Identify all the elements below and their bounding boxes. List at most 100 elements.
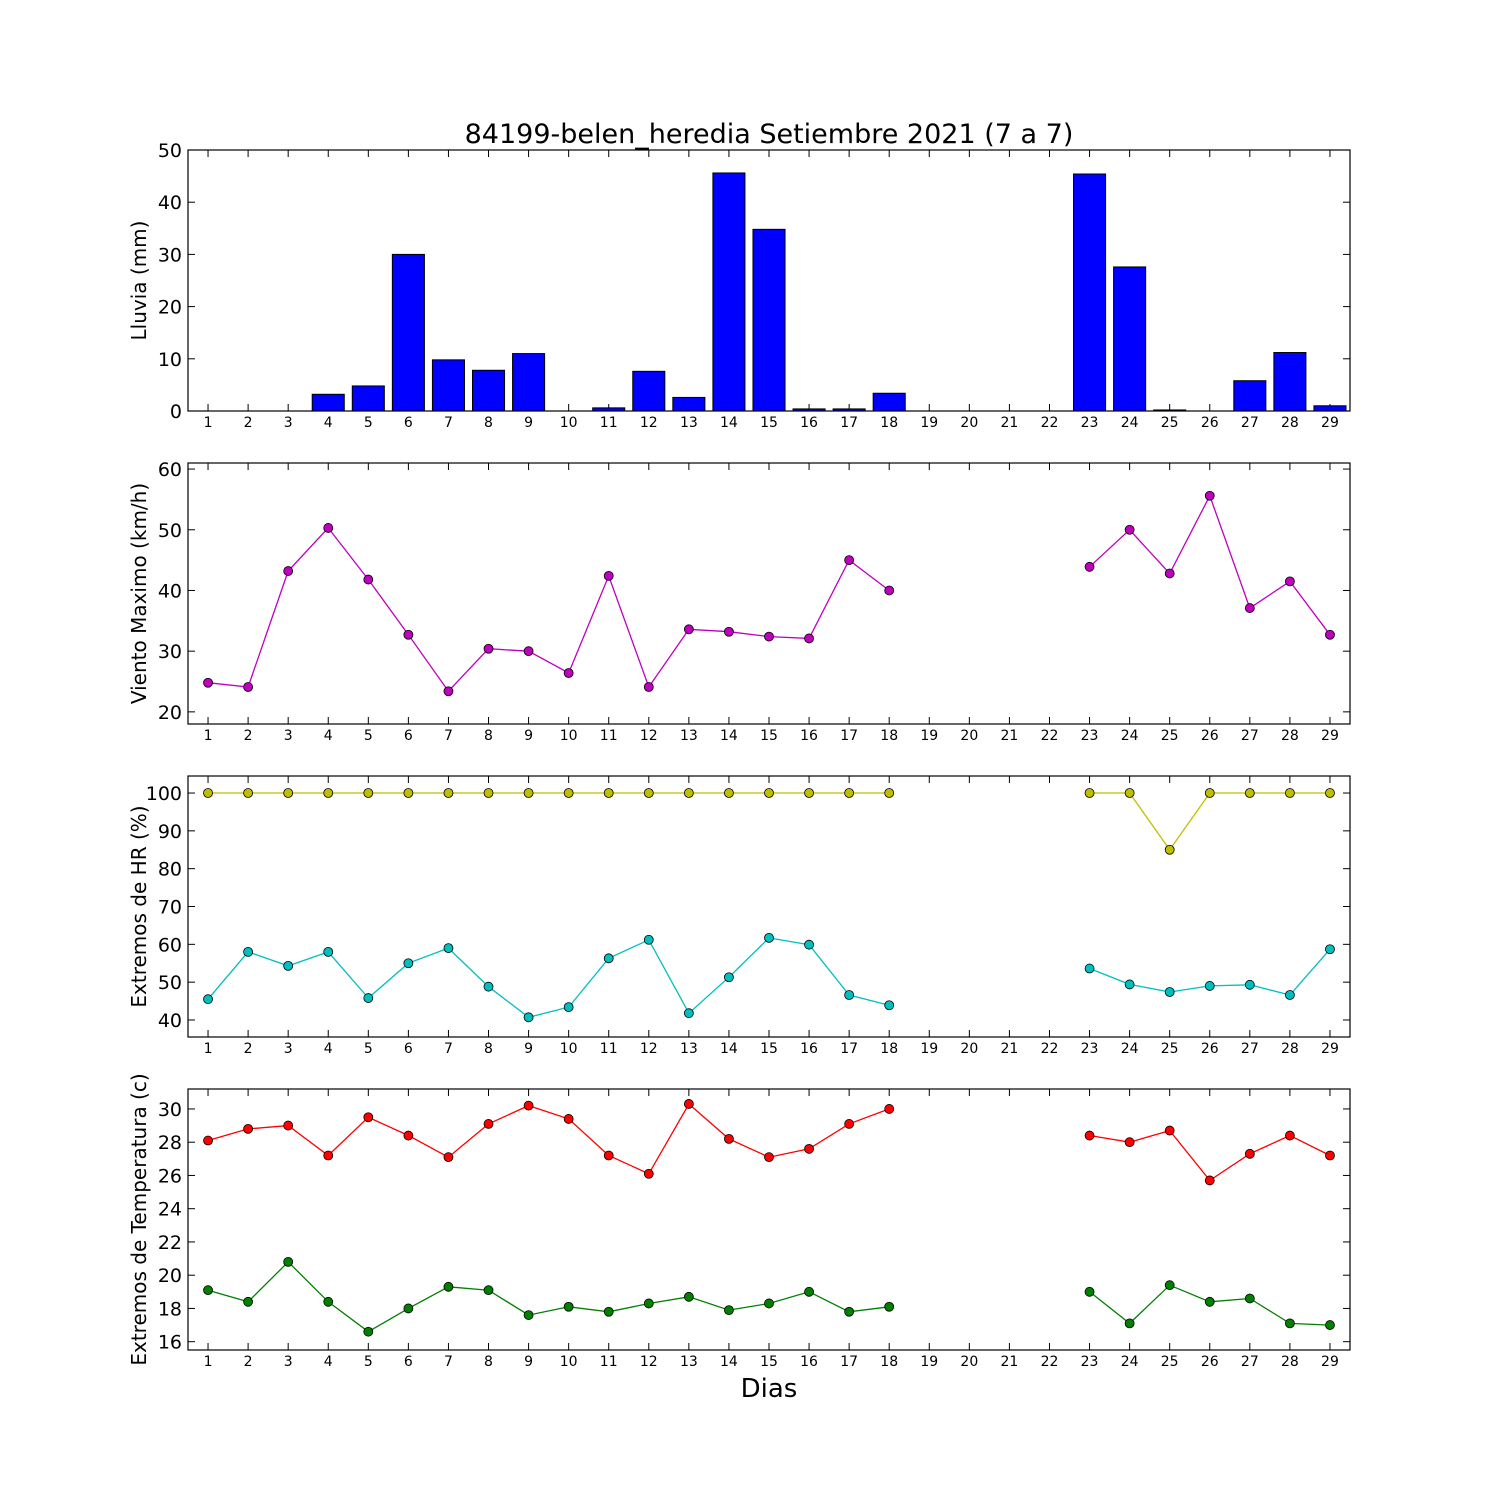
- rain-bar: [351, 385, 385, 412]
- rain-bar: [1233, 380, 1267, 412]
- temperature-series-1-point: [203, 1135, 213, 1146]
- rain-bar: [632, 370, 666, 412]
- wind-series-1-point: [1164, 568, 1175, 579]
- rain-xtick-label: 29: [1321, 415, 1339, 431]
- humidity-series-1-point: [884, 788, 895, 798]
- temperature-series-1-point: [483, 1119, 494, 1129]
- temperature-xtick-label: 18: [880, 1354, 898, 1370]
- wind-ytick-label: 40: [158, 580, 182, 602]
- temperature-xtick-label: 23: [1081, 1354, 1099, 1370]
- temperature-ytick-label: 28: [158, 1132, 182, 1154]
- rain-ytick-label: 30: [158, 244, 182, 266]
- temperature-series-2-point: [844, 1306, 855, 1317]
- wind-xtick-label: 2: [244, 728, 253, 744]
- temperature-series-1-point: [683, 1099, 694, 1109]
- humidity-xtick-label: 10: [560, 1041, 578, 1057]
- humidity-xtick-label: 22: [1041, 1041, 1059, 1057]
- wind-series-1-point: [724, 626, 734, 637]
- rain-xtick-label: 13: [680, 415, 698, 431]
- wind-ytick-label: 60: [158, 459, 182, 481]
- humidity-series-1-point: [1284, 788, 1295, 798]
- humidity-xtick-label: 14: [720, 1041, 738, 1057]
- rain-xtick-label: 1: [204, 415, 213, 431]
- temperature-series-2-point: [403, 1303, 414, 1314]
- wind-series-1-line: [207, 526, 890, 693]
- temperature-series-2-point: [203, 1285, 213, 1296]
- humidity-ytick-label: 90: [158, 821, 182, 843]
- temperature-xtick-label: 19: [920, 1354, 938, 1370]
- temperature-series-1-point: [523, 1100, 534, 1111]
- rain-xtick-label: 25: [1161, 415, 1179, 431]
- humidity-series-1-point: [844, 788, 855, 798]
- temperature-series-1-point: [443, 1152, 454, 1163]
- temperature-xtick-label: 27: [1241, 1354, 1259, 1370]
- wind-xtick-label: 3: [284, 728, 293, 744]
- rain-bar: [1113, 266, 1147, 412]
- wind-ytick-label: 20: [158, 702, 182, 724]
- wind-series-1-point: [283, 566, 294, 576]
- wind-xtick-label: 1: [204, 728, 213, 744]
- humidity-xtick-label: 25: [1161, 1041, 1179, 1057]
- rain-ytick-label: 20: [158, 297, 182, 319]
- temperature-xtick-label: 12: [640, 1354, 658, 1370]
- temperature-xtick-label: 29: [1321, 1354, 1339, 1370]
- wind-ytick-label: 50: [158, 520, 182, 542]
- temperature-series-1-point: [363, 1112, 374, 1123]
- rain-bar: [832, 408, 866, 412]
- humidity-series-2-point: [323, 946, 334, 957]
- temperature-xtick-label: 21: [1000, 1354, 1018, 1370]
- wind-series-1-point: [523, 646, 534, 657]
- humidity-series-1-line: [1089, 792, 1330, 851]
- wind-xtick-label: 15: [760, 728, 778, 744]
- rain-bar: [592, 407, 626, 412]
- temperature-series-1-point: [563, 1114, 574, 1124]
- rain-bar: [471, 369, 506, 412]
- rain-bar: [1073, 173, 1107, 412]
- wind-series-1-point: [403, 629, 414, 640]
- temperature-xtick-label: 15: [760, 1354, 778, 1370]
- temperature-plot-frame: [187, 1088, 1351, 1351]
- rain-xtick-label: 5: [364, 415, 373, 431]
- rain-xtick-label: 3: [284, 415, 293, 431]
- wind-xtick-label: 10: [560, 728, 578, 744]
- humidity-xtick-label: 18: [880, 1041, 898, 1057]
- temperature-series-1-point: [603, 1150, 614, 1161]
- wind-series-1-point: [804, 633, 814, 644]
- wind-series-1-point: [243, 682, 254, 692]
- humidity-series-2-point: [563, 1002, 574, 1013]
- humidity-xtick-label: 24: [1121, 1041, 1139, 1057]
- humidity-series-2-point: [1164, 987, 1175, 997]
- wind-series-1-point: [1244, 603, 1255, 613]
- temperature-series-2-point: [603, 1306, 614, 1317]
- wind-xtick-label: 21: [1000, 728, 1018, 744]
- rain-xtick-label: 28: [1281, 415, 1299, 431]
- temperature-series-1-point: [1124, 1137, 1135, 1148]
- temperature-series-1-point: [1164, 1125, 1175, 1136]
- temperature-xtick-label: 28: [1281, 1354, 1299, 1370]
- rain-bar: [792, 408, 826, 412]
- temperature-series-2-point: [1204, 1296, 1215, 1307]
- humidity-xtick-label: 29: [1321, 1041, 1339, 1057]
- wind-series-1-point: [203, 677, 213, 688]
- wind-xtick-label: 20: [960, 728, 978, 744]
- wind-series-1-point: [1204, 490, 1215, 501]
- temperature-xtick-label: 7: [444, 1354, 453, 1370]
- rain-bar: [311, 393, 345, 412]
- humidity-series-1-point: [563, 788, 574, 798]
- humidity-series-1-point: [643, 788, 654, 798]
- wind-series-1-point: [603, 570, 614, 581]
- rain-xtick-label: 26: [1201, 415, 1219, 431]
- humidity-series-2-point: [603, 953, 614, 964]
- wind-series-1-point: [483, 643, 494, 654]
- wind-series-1-point: [764, 631, 774, 642]
- wind-xtick-label: 18: [880, 728, 898, 744]
- wind-xtick-label: 9: [524, 728, 533, 744]
- temperature-xtick-label: 2: [244, 1354, 253, 1370]
- rain-y-axis-label: Lluvia (mm): [127, 221, 151, 341]
- humidity-ytick-label: 40: [158, 1010, 182, 1032]
- humidity-series-1-point: [1204, 788, 1215, 798]
- humidity-series-2-point: [443, 943, 454, 954]
- temperature-ytick-label: 18: [158, 1298, 182, 1320]
- humidity-xtick-label: 26: [1201, 1041, 1219, 1057]
